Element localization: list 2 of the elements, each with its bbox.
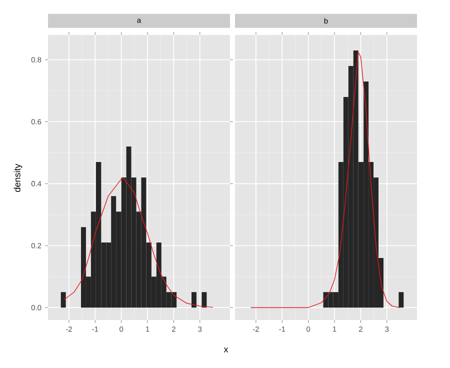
- x-axis-title: x: [224, 348, 228, 352]
- y-axis-title: density: [14, 164, 22, 192]
